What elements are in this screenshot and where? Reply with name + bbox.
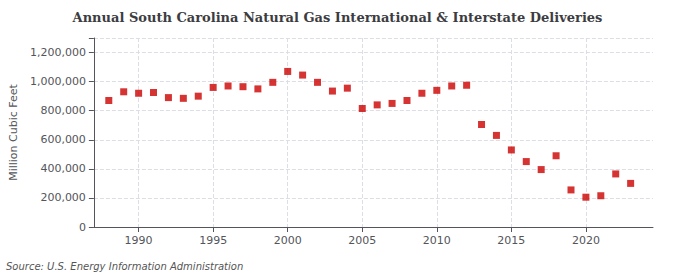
svg-text:1990: 1990 [125,234,153,247]
svg-text:Source: U.S. Energy Informatio: Source: U.S. Energy Information Administ… [6,261,243,272]
svg-text:2020: 2020 [572,234,600,247]
svg-text:Annual South Carolina Natural: Annual South Carolina Natural Gas Intern… [72,10,603,25]
svg-text:0: 0 [79,221,86,234]
svg-text:2000: 2000 [274,234,302,247]
svg-text:Million Cubic Feet: Million Cubic Feet [7,83,20,180]
svg-text:1,000,000: 1,000,000 [30,75,86,88]
svg-text:200,000: 200,000 [40,191,86,204]
svg-text:2005: 2005 [348,234,376,247]
svg-text:1,200,000: 1,200,000 [30,46,86,59]
svg-text:800,000: 800,000 [40,104,86,117]
svg-text:400,000: 400,000 [40,162,86,175]
svg-text:1995: 1995 [199,234,227,247]
svg-text:600,000: 600,000 [40,133,86,146]
svg-text:2015: 2015 [497,234,525,247]
svg-text:2010: 2010 [423,234,451,247]
